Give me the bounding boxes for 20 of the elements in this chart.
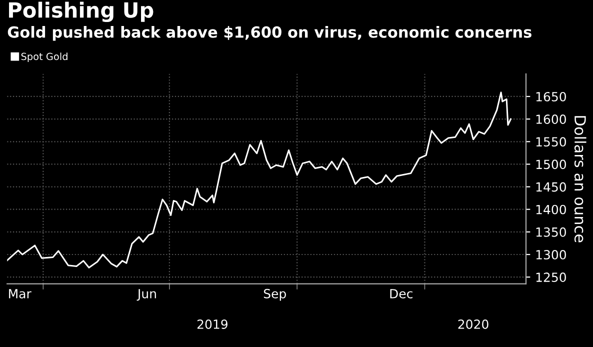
y-tick-label: 1450 bbox=[536, 182, 566, 192]
line-series bbox=[7, 92, 512, 268]
x-tick-label: Dec bbox=[390, 289, 412, 298]
x2-tick-label: 2020 bbox=[458, 319, 488, 329]
y-tick-label: 1400 bbox=[536, 204, 566, 214]
y-tick-label: 1600 bbox=[536, 114, 566, 124]
x-tick-label: Sep bbox=[264, 288, 286, 301]
chart-title: Polishing Up bbox=[9, 2, 154, 22]
y-tick-label: 1650 bbox=[536, 92, 566, 102]
y-tick-label: 1350 bbox=[536, 227, 566, 237]
legend-label: Spot Gold bbox=[21, 52, 68, 62]
x2-tick-label: 2019 bbox=[197, 319, 228, 329]
x-tick-label: Jun bbox=[136, 289, 156, 301]
y-tick-label: 1250 bbox=[536, 272, 566, 282]
y-tick-label: 1550 bbox=[536, 137, 566, 147]
y-tick-label: 1300 bbox=[536, 250, 566, 260]
y-axis-title: Dollars an ounce bbox=[574, 116, 586, 242]
y-tick-label: 1500 bbox=[536, 160, 566, 170]
x-tick-label: Mar bbox=[9, 289, 32, 298]
chart-subtitle: Gold pushed back above $1,600 on virus, economic concerns bbox=[8, 26, 532, 41]
